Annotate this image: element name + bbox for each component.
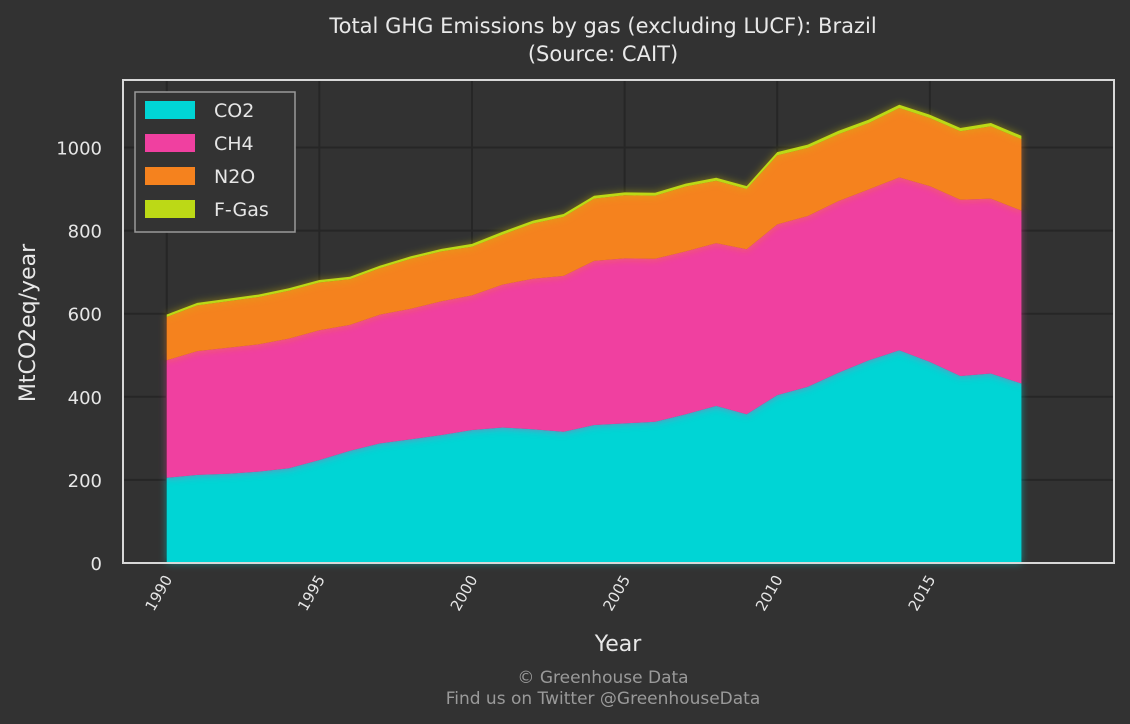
x-tick-label-0: 1990: [142, 572, 177, 614]
legend-label-ch4: CH4: [214, 133, 254, 155]
legend-label-f-gas: F-Gas: [214, 199, 269, 221]
y-tick-label-3: 600: [68, 305, 102, 326]
x-tick-label-5: 2015: [905, 572, 940, 614]
y-tick-label-0: 0: [91, 554, 102, 575]
legend: CO2 CH4 N2O F-Gas: [134, 91, 296, 233]
area-ch4: [166, 177, 1022, 478]
y-tick-label-2: 400: [68, 388, 102, 409]
legend-label-co2: CO2: [214, 100, 254, 122]
y-axis-label: MtCO2eq/year: [16, 243, 41, 402]
x-tick-label-2: 2000: [447, 572, 482, 614]
x-tick-label-1: 1995: [294, 572, 329, 614]
legend-swatch-co2: [145, 101, 195, 119]
y-tick-label-4: 800: [68, 222, 102, 243]
plot-frame: [122, 79, 1115, 564]
area-f-gas: [166, 104, 1022, 317]
x-axis-label: Year: [594, 632, 643, 657]
area-co2: [166, 350, 1022, 563]
stacked-areas: [166, 104, 1022, 563]
legend-swatch-n2o: [145, 167, 195, 185]
chart-title: Total GHG Emissions by gas (excluding LU…: [328, 14, 876, 38]
footer-twitter: Find us on Twitter @GreenhouseData: [446, 689, 761, 709]
y-tick-label-1: 200: [68, 471, 102, 492]
footer-copyright: © Greenhouse Data: [517, 668, 688, 688]
legend-swatch-f-gas: [145, 200, 195, 218]
y-tick-label-5: 1000: [56, 138, 102, 159]
x-tick-label-3: 2005: [599, 572, 634, 614]
area-n2o: [166, 108, 1022, 361]
legend-label-n2o: N2O: [214, 166, 255, 188]
y-axis-ticks: 0 200 400 600 800 1000: [56, 138, 102, 575]
x-tick-label-4: 2010: [752, 572, 787, 614]
x-axis-ticks: 1990 1995 2000 2005 2010 2015: [142, 572, 940, 614]
chart-subtitle: (Source: CAIT): [528, 42, 678, 66]
legend-swatch-ch4: [145, 134, 195, 152]
